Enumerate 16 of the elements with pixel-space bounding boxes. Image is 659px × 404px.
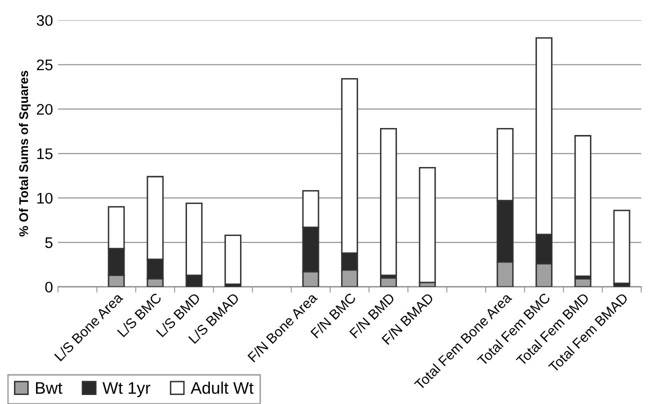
legend-label: Adult Wt (190, 382, 254, 394)
y-tick-label: 30 (36, 15, 53, 26)
y-tick-label: 10 (37, 192, 53, 204)
y-tick-label: 5 (45, 237, 52, 248)
bar (224, 234, 242, 285)
bar (380, 128, 397, 276)
y-tick-label: 20 (36, 104, 53, 115)
y-axis-title: % Of Total Sums of Squares (18, 70, 31, 236)
y-tick-label: 15 (37, 148, 52, 160)
legend-label: Wt 1yr (102, 382, 150, 398)
y-tick-label: 25 (36, 60, 52, 70)
y-tick-label: 0 (45, 282, 53, 293)
bar (418, 167, 436, 284)
bar (613, 210, 630, 284)
bar (574, 135, 592, 277)
legend-label: Bwt (36, 382, 62, 394)
